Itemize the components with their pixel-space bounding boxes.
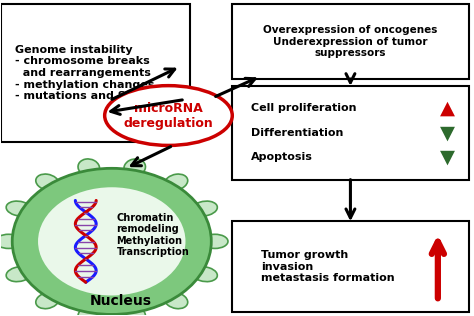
Ellipse shape xyxy=(36,174,59,190)
FancyBboxPatch shape xyxy=(232,4,469,79)
Ellipse shape xyxy=(0,234,21,248)
Ellipse shape xyxy=(6,201,31,216)
Ellipse shape xyxy=(124,307,146,316)
FancyBboxPatch shape xyxy=(232,221,469,312)
Ellipse shape xyxy=(164,174,188,190)
Ellipse shape xyxy=(38,187,185,295)
Ellipse shape xyxy=(202,234,228,248)
Text: ▲: ▲ xyxy=(440,99,455,118)
Text: ▼: ▼ xyxy=(440,148,455,167)
Text: microRNA
deregulation: microRNA deregulation xyxy=(124,101,213,130)
Text: Apoptosis: Apoptosis xyxy=(251,153,313,162)
Text: ▼: ▼ xyxy=(440,123,455,142)
Text: Overexpression of oncogenes
Underexpression of tumor
suppressors: Overexpression of oncogenes Underexpress… xyxy=(263,25,438,58)
Text: Tumor growth
invasion
metastasis formation: Tumor growth invasion metastasis formati… xyxy=(261,250,394,283)
Text: Chromatin
remodeling
Methylation
Transcription: Chromatin remodeling Methylation Transcr… xyxy=(117,213,189,258)
Ellipse shape xyxy=(192,201,218,216)
Ellipse shape xyxy=(6,267,31,282)
Ellipse shape xyxy=(124,159,146,176)
Text: Differentiation: Differentiation xyxy=(251,128,344,138)
Text: Genome instability
- chromosome breaks
  and rearrangements
- methylation change: Genome instability - chromosome breaks a… xyxy=(15,45,154,101)
Ellipse shape xyxy=(105,86,232,145)
FancyBboxPatch shape xyxy=(0,4,190,142)
Text: Cell proliferation: Cell proliferation xyxy=(251,103,356,113)
Ellipse shape xyxy=(36,293,59,309)
Ellipse shape xyxy=(164,293,188,309)
FancyBboxPatch shape xyxy=(232,86,469,180)
Ellipse shape xyxy=(12,168,211,314)
Ellipse shape xyxy=(192,267,218,282)
Ellipse shape xyxy=(78,307,100,316)
Ellipse shape xyxy=(78,159,100,176)
Text: Nucleus: Nucleus xyxy=(90,294,152,308)
